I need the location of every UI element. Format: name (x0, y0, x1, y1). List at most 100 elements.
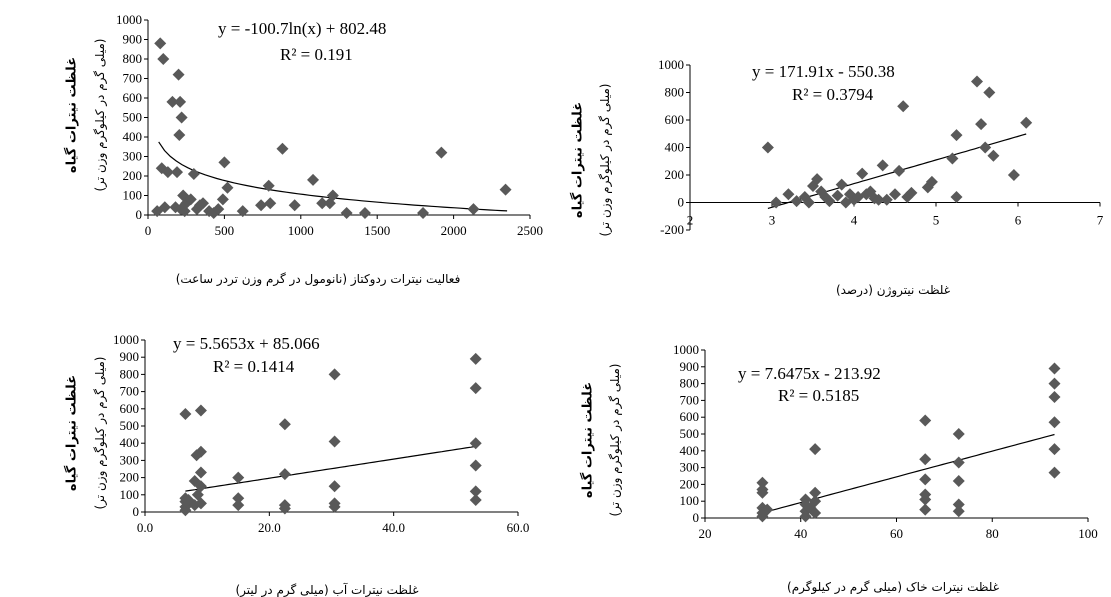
data-point (1048, 466, 1061, 479)
data-point (435, 146, 448, 159)
data-point (358, 207, 371, 220)
data-point (187, 168, 200, 181)
data-point (499, 183, 512, 196)
data-point (161, 166, 174, 179)
data-point (925, 175, 938, 188)
y-tick-label: 600 (123, 90, 143, 105)
y-tick-label: 0 (136, 207, 143, 222)
data-point (979, 141, 992, 154)
data-point (469, 485, 482, 498)
data-point (307, 173, 320, 186)
trend-equation: y = 7.6475x - 213.92 (738, 364, 881, 383)
x-axis-label: غلظت نیترات خاک (میلی گرم در کیلوگرم) (787, 580, 999, 594)
x-tick-label: 80 (986, 526, 999, 541)
y-tick-label: 300 (680, 460, 700, 475)
data-point (802, 196, 815, 209)
data-point (950, 129, 963, 142)
data-point (952, 456, 965, 469)
y-tick-label: 1000 (113, 332, 139, 347)
data-point (255, 199, 268, 212)
data-point (919, 493, 932, 506)
x-tick-label: 60 (890, 526, 903, 541)
data-point (469, 352, 482, 365)
data-point (756, 486, 769, 499)
x-tick-label: 100 (1078, 526, 1098, 541)
y-tick-label: 0 (133, 504, 140, 519)
data-point (278, 418, 291, 431)
y-tick-label: 1000 (116, 12, 142, 27)
data-point (278, 502, 291, 515)
data-point (194, 480, 207, 493)
x-tick-label: 4 (851, 213, 858, 228)
data-point (809, 495, 822, 508)
data-point (919, 473, 932, 486)
x-axis-label: غلظت نیترات آب (میلی گرم در لیتر) (235, 583, 419, 597)
chart-2: -200 0 200 400 600 800 1000 2 3 4 5 6 7 (658, 57, 1104, 237)
data-point (975, 118, 988, 131)
data-point (171, 166, 184, 179)
data-point (218, 156, 231, 169)
x-tick-label: 500 (215, 223, 235, 238)
y-tick-label: 1000 (673, 342, 699, 357)
x-tick-label: 2000 (441, 223, 467, 238)
y-tick-label: 500 (680, 426, 700, 441)
data-point (194, 466, 207, 479)
x-axis-label: فعالیت نیترات ردوکتاز (نانومول در گرم وز… (175, 272, 461, 286)
y-tick-label: 300 (123, 149, 143, 164)
data-point (983, 86, 996, 99)
data-point (154, 37, 167, 50)
data-point (950, 191, 963, 203)
y-axis-label-units: (میلی گرم در کیلوگرم وزن تر) (93, 38, 107, 192)
y-tick-label: 900 (120, 349, 140, 364)
data-point (232, 471, 245, 484)
x-tick-label: 1500 (364, 223, 390, 238)
y-tick-label: 800 (123, 51, 143, 66)
data-point (328, 368, 341, 381)
data-point (919, 453, 932, 466)
trend-line (185, 445, 476, 492)
data-point (823, 195, 836, 208)
data-point (328, 435, 341, 448)
y-tick-label: 200 (123, 168, 143, 183)
data-point (216, 193, 229, 206)
r-squared: R² = 0.3794 (792, 85, 874, 104)
data-point (469, 493, 482, 506)
data-point (1020, 116, 1033, 129)
data-point (158, 201, 171, 214)
r-squared: R² = 0.1414 (213, 357, 295, 376)
x-axis-label: غلظت نیتروژن (درصد) (835, 283, 951, 297)
y-tick-label: 200 (120, 470, 140, 485)
y-axis-label: غلظت نیترات گیاه (570, 101, 586, 219)
data-point (987, 149, 1000, 162)
data-point (278, 468, 291, 481)
trend-equation: y = -100.7ln(x) + 802.48 (218, 19, 387, 38)
r-squared: R² = 0.5185 (778, 386, 860, 405)
data-point (1048, 391, 1061, 404)
data-point (880, 193, 893, 206)
x-tick-label: 20.0 (258, 520, 281, 535)
y-tick-label: 500 (123, 110, 143, 125)
y-tick-label: 900 (123, 32, 143, 47)
data-point (952, 505, 965, 518)
y-tick-label: 0 (693, 510, 700, 525)
data-point (194, 497, 207, 510)
y-tick-label: 400 (123, 129, 143, 144)
data-point (952, 428, 965, 440)
y-tick-label: 200 (680, 476, 700, 491)
data-point (316, 197, 329, 210)
data-point (889, 188, 901, 201)
y-tick-label: 800 (120, 366, 140, 381)
y-axis-label-units: (میلی گرم در کیلوگرم وزن تر) (93, 356, 107, 510)
data-point (328, 500, 341, 513)
y-tick-label: 400 (680, 443, 700, 458)
data-point (756, 476, 769, 489)
y-tick-label: 800 (665, 85, 685, 100)
y-tick-label: 700 (680, 392, 700, 407)
y-axis-label: غلظت نیترات گیاه (64, 56, 80, 174)
y-tick-label: 700 (120, 384, 140, 399)
x-tick-label: 1000 (288, 223, 314, 238)
y-tick-label: 400 (120, 435, 140, 450)
data-point (1048, 362, 1061, 375)
y-axis-label-units: (میلی گرم در کیلوگرم وزن تر) (598, 83, 612, 237)
